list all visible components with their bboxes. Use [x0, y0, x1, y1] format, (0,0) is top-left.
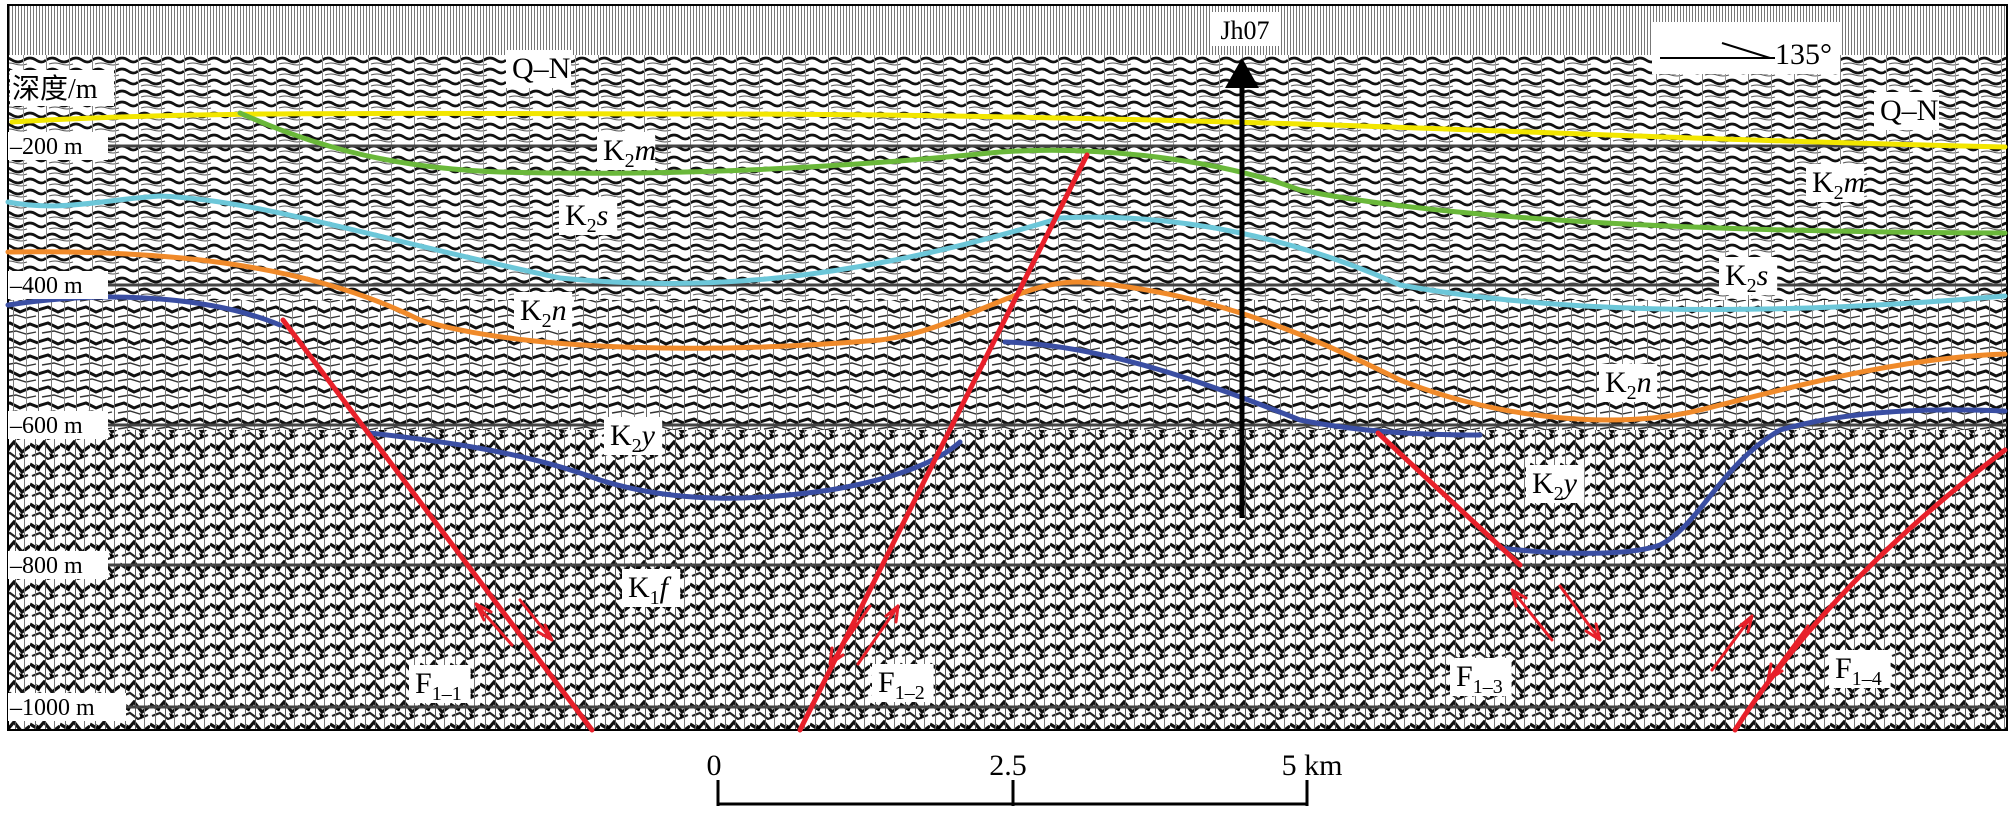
svg-text:Q–N: Q–N	[512, 52, 570, 85]
fault-label: F1–1	[409, 665, 471, 705]
fault-arrow-f1-4-b	[1766, 624, 1810, 682]
fault-label: F1–4	[1829, 650, 1891, 690]
formation-label: Q–N	[1874, 92, 1939, 130]
formation-label: K2s	[559, 197, 618, 237]
svg-text:K2m: K2m	[603, 134, 656, 172]
fault-line-f1-4	[1732, 447, 2008, 733]
depth-tick-label: –200 m	[9, 134, 83, 160]
fault-label: F1–3	[1450, 658, 1512, 698]
horizon-k2y	[5, 294, 2008, 556]
fault-arrow-f1-1-b	[518, 598, 554, 642]
svg-text:Q–N: Q–N	[1880, 94, 1938, 127]
depth-tick-label: –1000 m	[9, 695, 95, 721]
fault-arrow-f1-2-a	[828, 604, 872, 666]
formation-label: K2y	[1526, 465, 1585, 505]
formation-label: K2n	[514, 292, 573, 332]
depth-tick-label: –800 m	[9, 553, 83, 579]
formation-label: K2s	[1719, 257, 1778, 297]
well-arrowhead	[1225, 58, 1259, 88]
horizon-q-n	[9, 110, 2008, 150]
depth-tick-labels: –200 m –400 m –600 m –800 m –1000 m	[8, 132, 126, 721]
well-label: Jh07	[1220, 16, 1269, 45]
orientation-label: 135°	[1775, 38, 1832, 71]
fault-line-f1-3	[1375, 430, 1523, 568]
depth-tick-bg	[8, 271, 108, 299]
formation-label: K2y	[604, 417, 663, 457]
depth-tick-bg	[8, 411, 108, 439]
fault-line-f1-1	[280, 317, 595, 733]
depth-tick-label: –400 m	[9, 273, 83, 299]
scale-label-2-5: 2.5	[989, 749, 1027, 782]
depth-gridlines	[8, 144, 2007, 709]
horizon-k2n	[5, 249, 2008, 423]
depth-axis-title: 深度/m	[12, 73, 98, 105]
fault-arrow-f1-1-a	[474, 602, 514, 647]
scale-label-0: 0	[707, 749, 722, 782]
horizons	[5, 110, 2008, 556]
depth-tick-bg	[8, 551, 108, 579]
formation-label: Q–N	[506, 50, 571, 88]
scale-bar	[716, 780, 1309, 806]
formation-labels: Q–N Q–N K2m K2m K2s K2s K2n K2n K2y K2y K1f	[506, 50, 1939, 609]
horizon-k2s	[5, 193, 2008, 312]
formation-label: K2m	[1806, 164, 1865, 204]
depth-axis: 深度/m –200 m –400 m –600 m –800 m –1000 m	[8, 70, 126, 721]
fault-line-f1-2	[797, 152, 1090, 733]
fault-motion-arrows	[474, 584, 1810, 682]
formation-label: K2m	[597, 132, 656, 172]
seismic-image	[7, 4, 2008, 731]
fault-arrow-f1-2-b	[856, 604, 900, 666]
fault-arrow-f1-3-b	[1558, 584, 1602, 642]
scale-bar-labels: 0 2.5 5 km	[707, 749, 1343, 782]
orientation-indicator: 135°	[1652, 22, 1840, 74]
depth-tick-label: –600 m	[9, 413, 83, 439]
fault-label: F1–2	[872, 664, 934, 704]
formation-label: K2n	[1599, 364, 1658, 404]
fault-arrow-f1-3-a	[1510, 588, 1554, 642]
fault-arrow-f1-4-a	[1710, 614, 1754, 672]
formation-label: K1f	[622, 569, 681, 609]
well-jh07: Jh07	[1210, 12, 1280, 518]
scale-label-5km: 5 km	[1282, 749, 1343, 782]
depth-tick-bg	[8, 693, 126, 721]
horizon-k2m	[237, 110, 2008, 236]
faults	[280, 152, 2008, 733]
orientation-arrow	[1660, 42, 1775, 59]
depth-tick-bg	[8, 132, 108, 160]
fault-labels: F1–1 F1–2 F1–3 F1–4	[409, 650, 1891, 705]
